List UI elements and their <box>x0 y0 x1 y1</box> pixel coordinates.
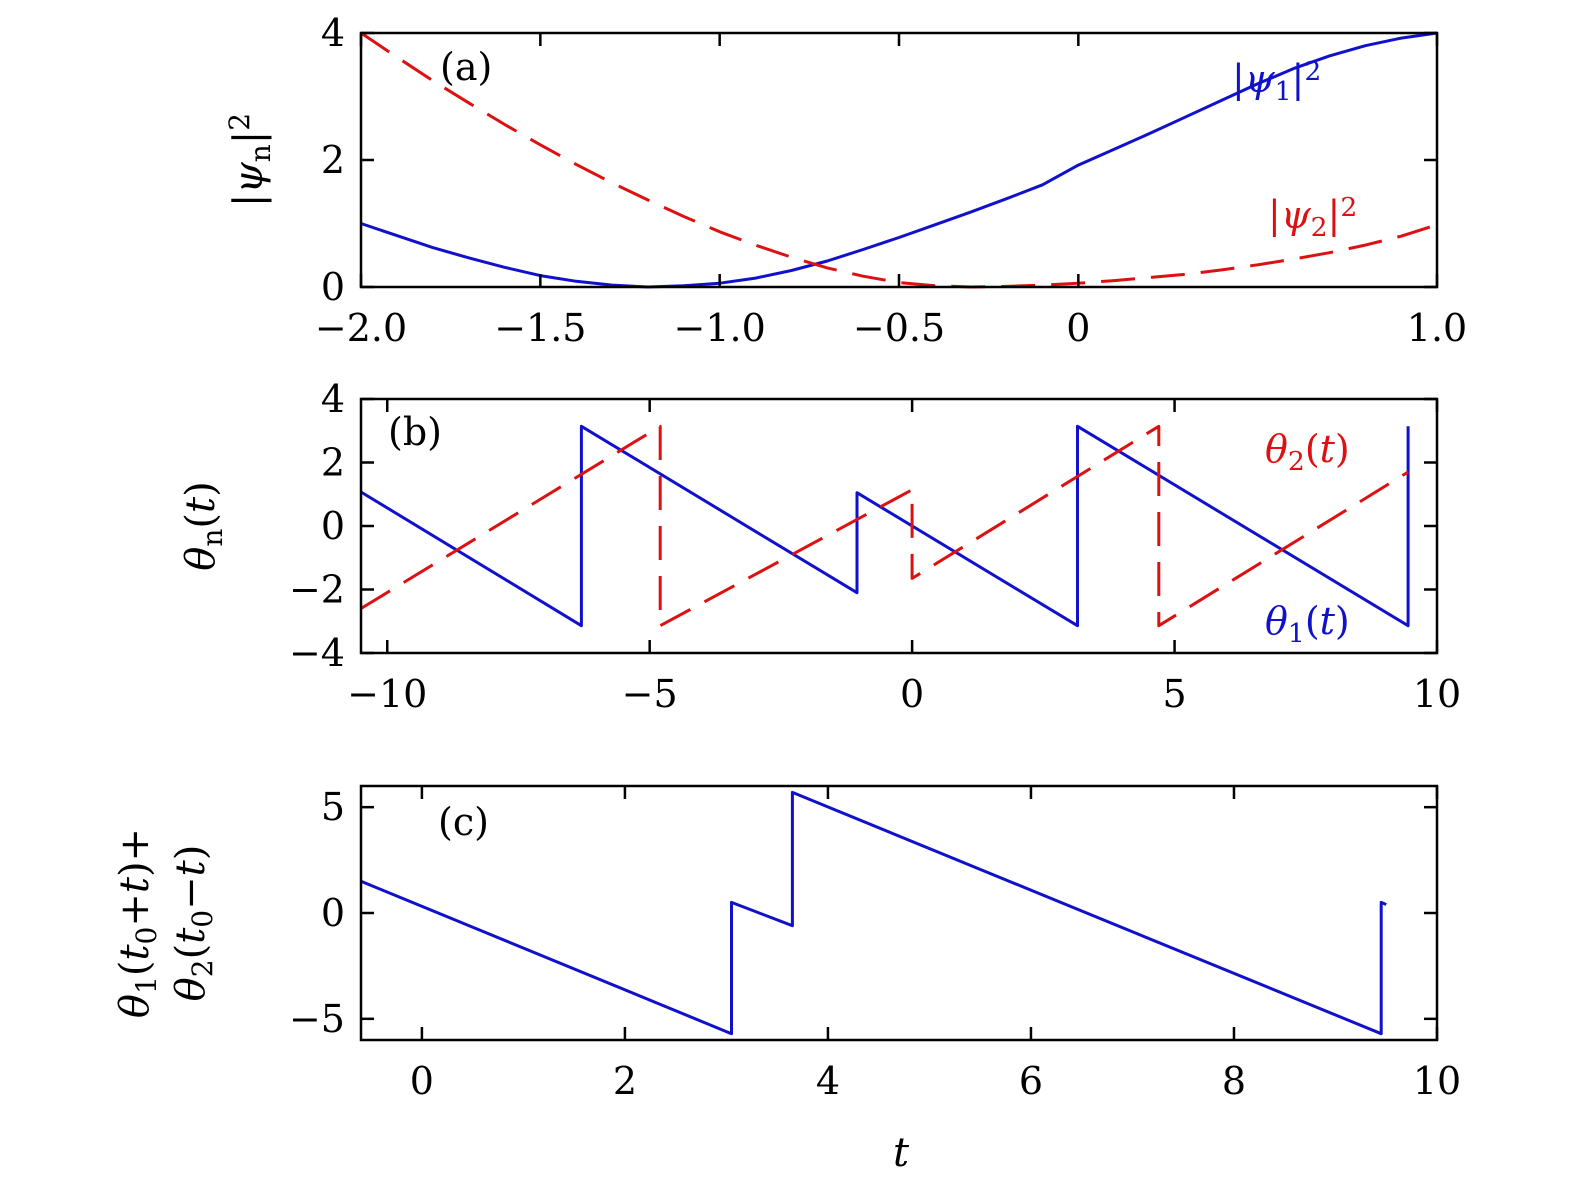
y-axis-title: θn(t) <box>178 481 229 570</box>
y-tick-label: −5 <box>289 997 345 1041</box>
series-line-1 <box>360 790 1387 1036</box>
series-label-2: |ψ2|2 <box>1268 192 1357 243</box>
y-tick-label: 4 <box>321 377 345 421</box>
x-tick-label: −1.0 <box>674 306 766 350</box>
x-tick-label: 10 <box>1413 1059 1461 1103</box>
series-line-1 <box>360 31 1438 289</box>
y-axis-title-line-1: θ1(t0+t)+ <box>112 828 163 1018</box>
x-tick-label: 6 <box>1019 1059 1043 1103</box>
x-tick-label: 0 <box>900 672 924 716</box>
series-label-1: |ψ1|2 <box>1232 56 1321 107</box>
x-tick-label: 8 <box>1222 1059 1246 1103</box>
y-axis-title: |ψn|2 <box>223 113 276 207</box>
y-tick-label: −2 <box>289 568 345 612</box>
series-line-1 <box>360 424 1410 628</box>
x-tick-label: 1.0 <box>1407 306 1467 350</box>
x-tick-label: −0.5 <box>853 306 945 350</box>
series-label-2: θ2(t) <box>1265 427 1350 477</box>
x-axis-title: t <box>893 1130 910 1176</box>
plot-frame <box>359 784 1439 1042</box>
x-tick-label: 5 <box>1162 672 1186 716</box>
panel-label: (b) <box>388 410 442 454</box>
series-line-2 <box>360 31 1438 289</box>
x-tick-label: −5 <box>622 672 678 716</box>
series-label-1: θ1(t) <box>1265 599 1350 649</box>
y-tick-label: 2 <box>321 138 345 182</box>
panel-label: (c) <box>438 800 489 844</box>
y-tick-label: −4 <box>289 631 345 675</box>
x-tick-label: 4 <box>816 1059 840 1103</box>
x-tick-label: 2 <box>613 1059 637 1103</box>
y-tick-label: 4 <box>321 11 345 55</box>
panel-b: −10 −5 0 5 10 −4 −2 0 2 4 (b) θ1(t) θ2(t) θn(t) <box>178 377 1461 716</box>
y-tick-label: 0 <box>321 265 345 309</box>
panel-c: 0 2 4 6 8 10 −5 0 5 (c) θ1(t0+t)+θ2(t0−t) t <box>112 784 1461 1176</box>
y-tick-label: 0 <box>321 891 345 935</box>
x-tick-label: 10 <box>1413 672 1461 716</box>
panel-a: −2.0 −1.5 −1.0 −0.5 0 1.0 0 2 4 (a) |ψ1|2 |ψ2|2 |ψn|… <box>223 11 1467 350</box>
x-tick-label: −10 <box>347 672 427 716</box>
y-tick-label: 2 <box>321 441 345 485</box>
y-tick-label: 0 <box>321 504 345 548</box>
y-tick-label: 5 <box>321 785 345 829</box>
x-tick-label: −1.5 <box>494 306 586 350</box>
series-line-2 <box>360 424 1409 628</box>
x-tick-label: 0 <box>1066 306 1090 350</box>
y-axis-title-line-2: θ2(t0−t) <box>168 845 219 1002</box>
x-tick-label: −2.0 <box>315 306 407 350</box>
plot-frame <box>359 31 1439 289</box>
panel-label: (a) <box>440 45 492 89</box>
x-tick-label: 0 <box>410 1059 434 1103</box>
